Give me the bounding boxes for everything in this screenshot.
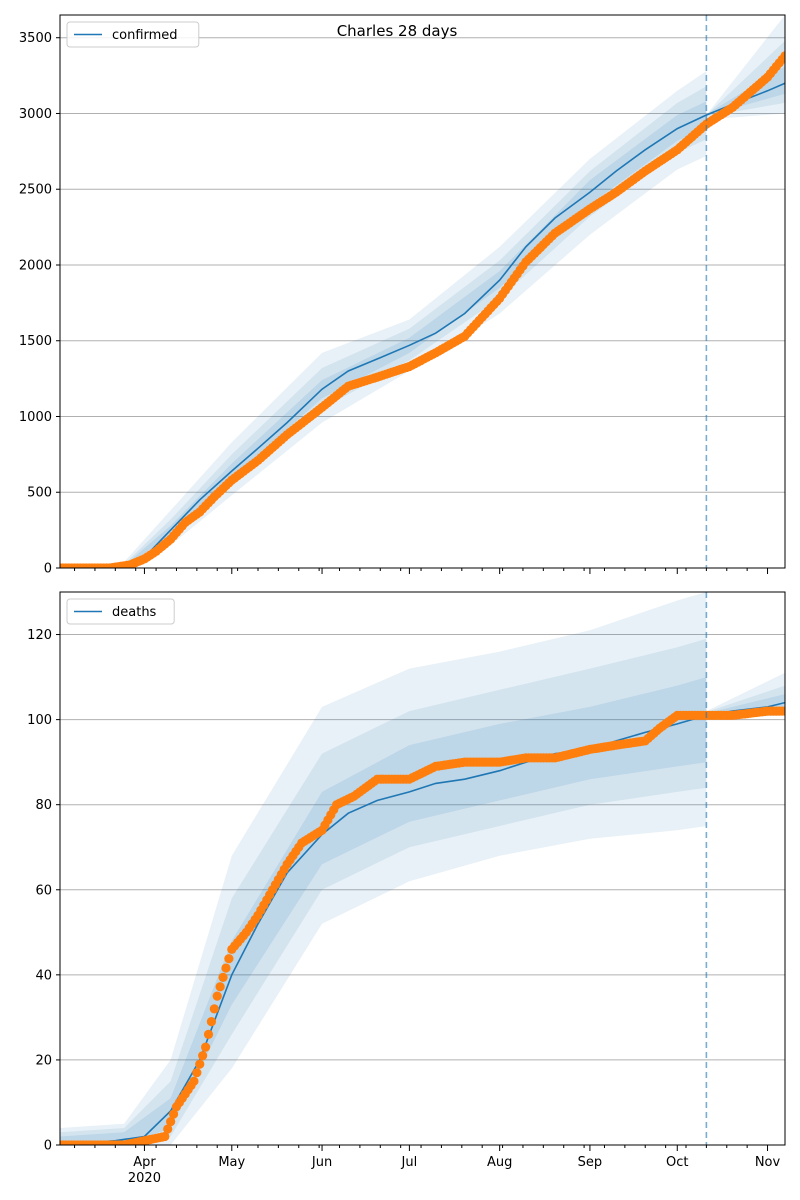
observed-point [192,1068,202,1078]
y-tick-label: 1000 [19,410,52,425]
observed-point [224,954,234,964]
x-tick-year-label: 2020 [128,1171,161,1186]
legend-label: confirmed [112,28,178,43]
x-tick-label: Nov [755,1155,781,1170]
observed-point [206,1017,217,1027]
observed-point [198,1051,208,1061]
observed-point [780,51,785,61]
legend-box [66,598,175,625]
chart-title: Charles 28 days [337,22,458,40]
y-tick-label: 1500 [19,334,52,349]
observed-point [160,1131,170,1142]
y-tick-label: 120 [27,628,52,643]
observed-point [212,991,222,1001]
y-tick-label: 0 [44,562,52,577]
series-line-confirmed [60,82,785,568]
observed-point [221,963,231,973]
band-outer [60,592,785,1145]
axes-frame [59,591,786,1146]
y-tick-label: 100 [27,713,52,728]
band-middle [60,638,785,1145]
band-outer [60,15,785,568]
y-tick-label: 40 [35,968,52,983]
y-tick-label: 60 [35,883,52,898]
band-inner [60,66,785,568]
legend: deaths [66,598,175,625]
observed-point [203,1029,214,1039]
observed-point [168,1109,179,1119]
y-tick-label: 80 [35,798,52,813]
observed-point [189,1076,199,1086]
y-tick-label: 3500 [19,31,52,46]
y-tick-label: 2500 [19,183,52,198]
observed-point [215,982,225,992]
observed-point [163,1124,173,1134]
observed-point [200,1042,211,1052]
observed-point [209,1004,219,1014]
y-tick-label: 0 [44,1139,52,1154]
x-tick-label: Apr [133,1155,156,1170]
band-middle [60,40,785,568]
x-tick-label: Jul [401,1155,418,1170]
x-tick-label: Oct [666,1155,688,1170]
y-tick-label: 20 [35,1053,52,1068]
y-tick-label: 3000 [19,107,52,122]
observed-point [195,1059,205,1069]
axes-frame [59,14,786,569]
legend-label: deaths [112,605,157,620]
plot-area [60,15,785,568]
x-tick-label: Aug [487,1155,512,1170]
x-tick-label: May [218,1155,245,1170]
y-tick-label: 500 [27,486,52,501]
y-tick-label: 2000 [19,258,52,273]
observed-point [166,1117,176,1127]
x-tick-label: Sep [578,1155,603,1170]
observed-point [218,972,228,982]
legend-box [66,21,200,48]
confirmed-panel: 0 500 1000 1500 2000 2500 3000 3500 confirmed [19,14,786,577]
x-tick-label: Jun [311,1155,332,1170]
plot-area [60,592,785,1145]
observed-point [780,706,785,716]
legend: confirmed [66,21,200,48]
